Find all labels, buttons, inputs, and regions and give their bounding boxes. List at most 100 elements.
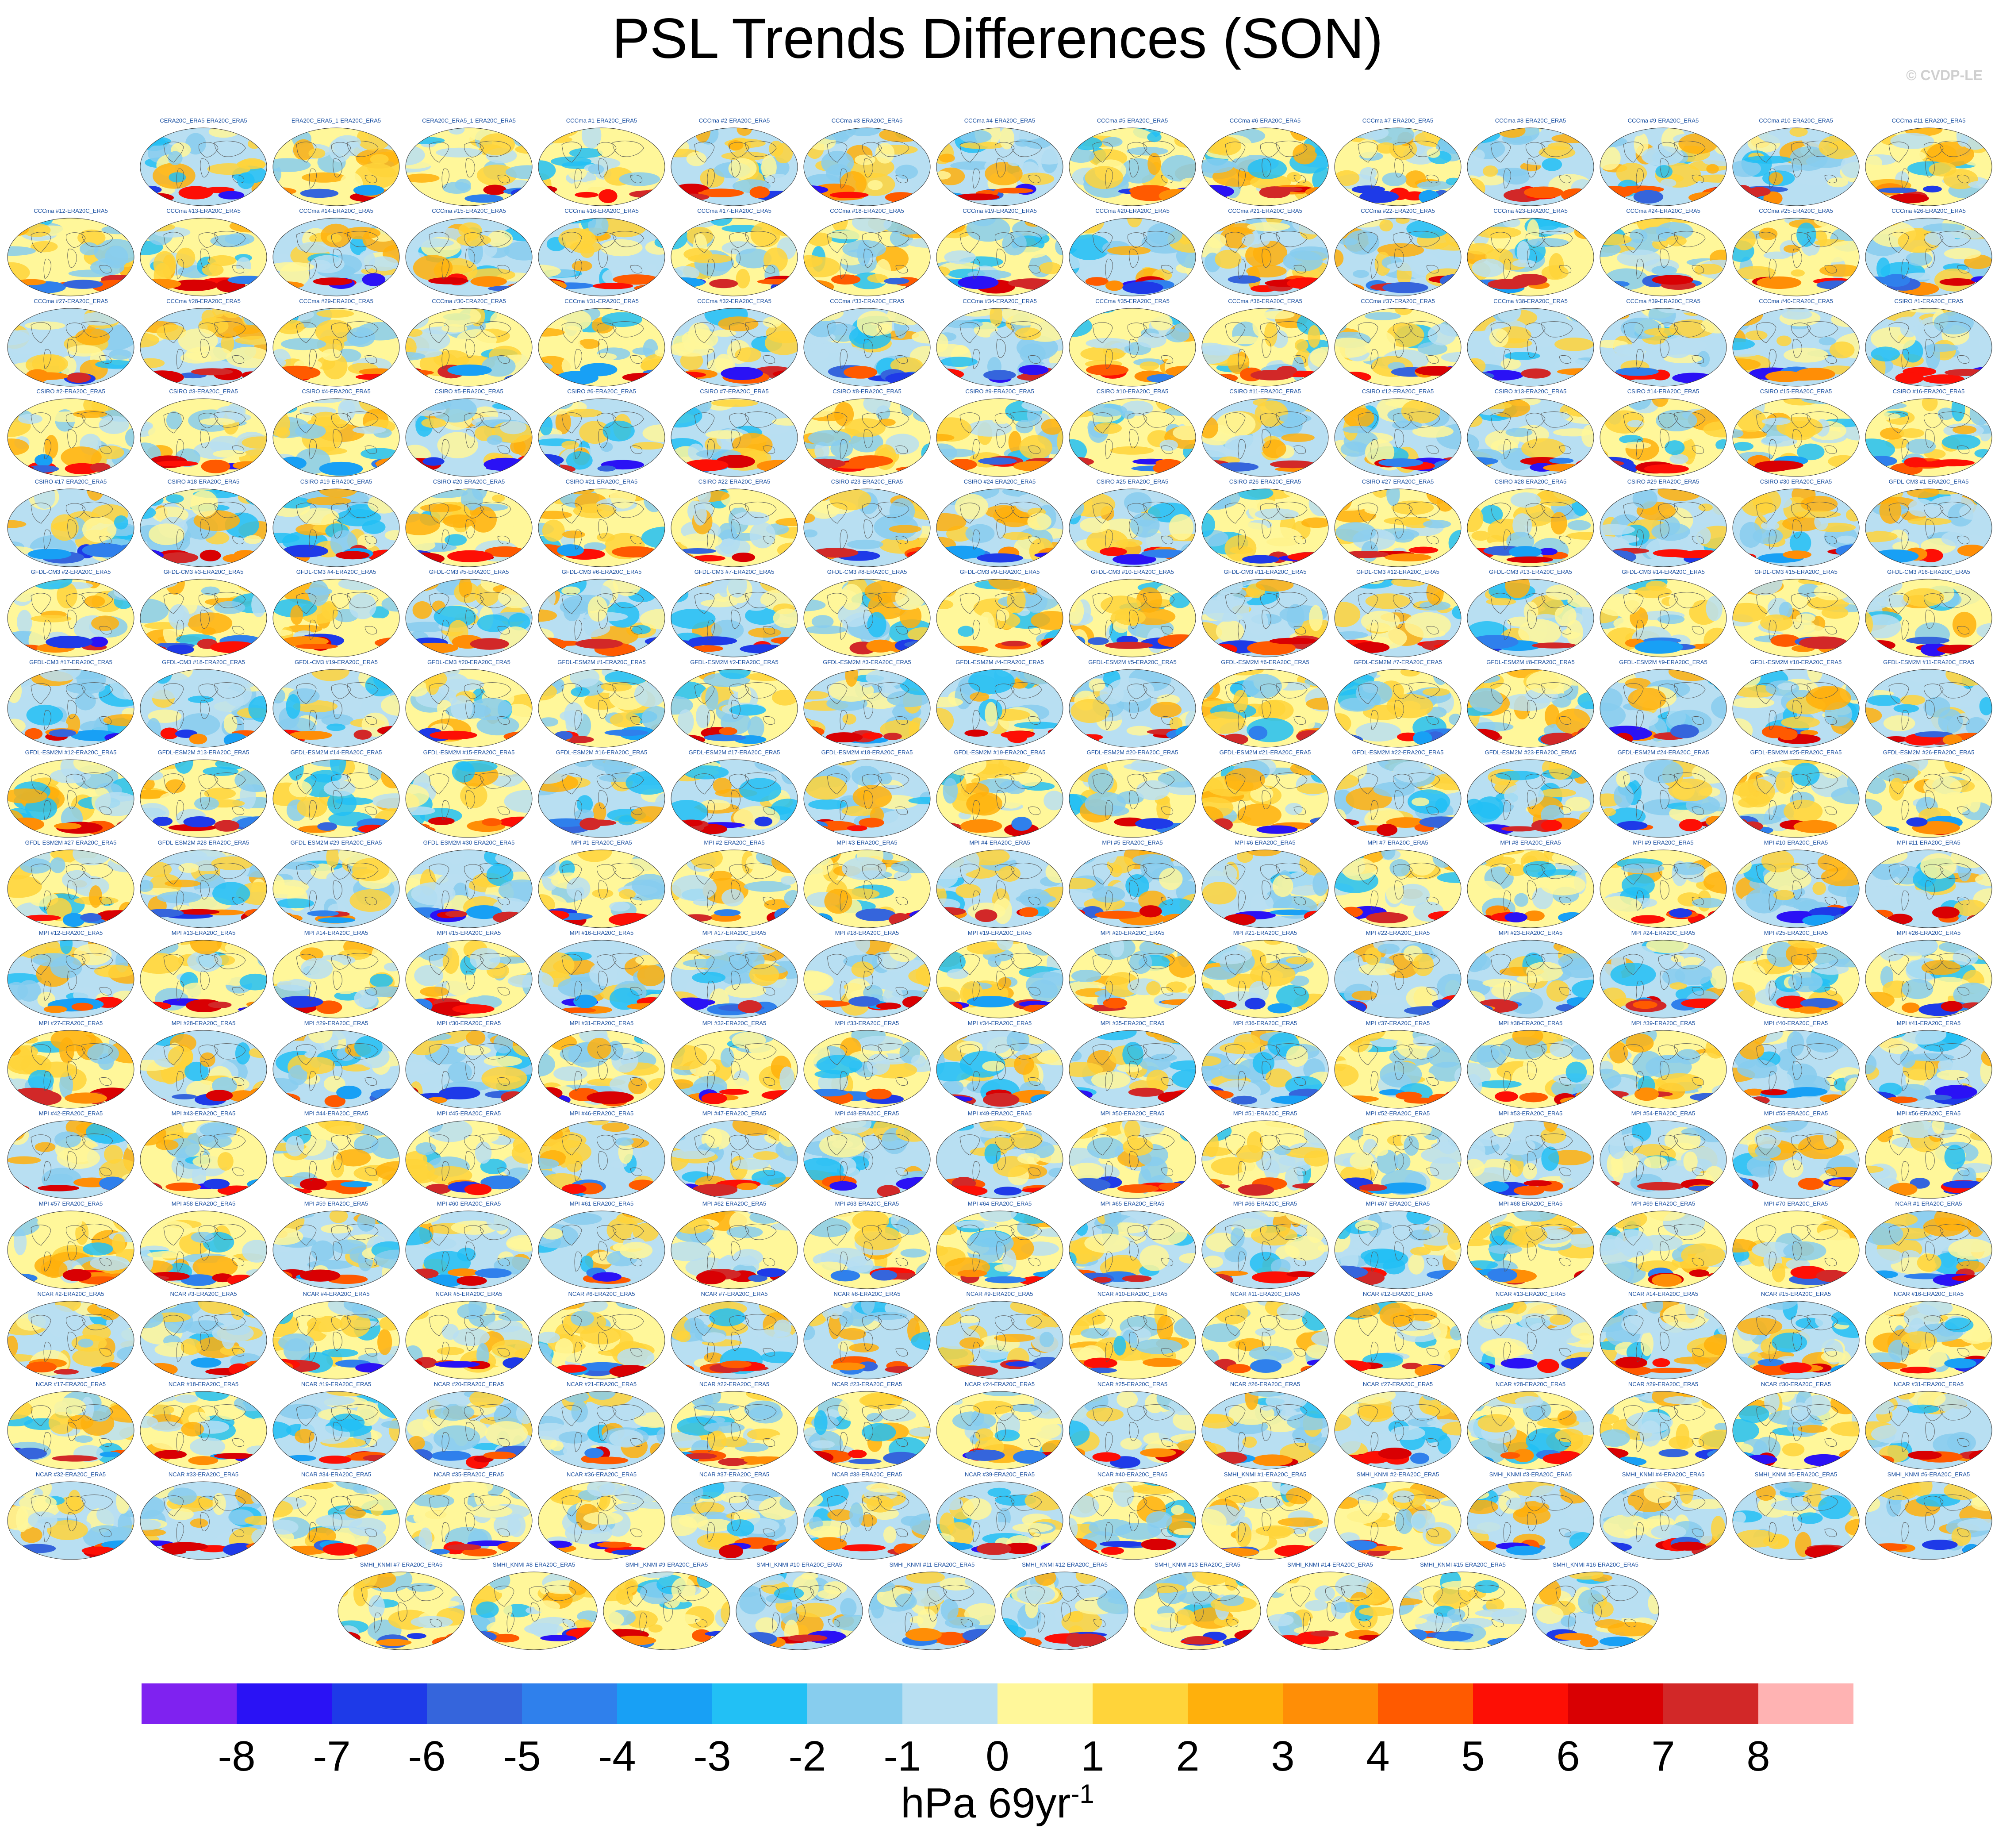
world-map xyxy=(803,669,931,748)
panel-title: GFDL-ESM2M #19-ERA20C_ERA5 xyxy=(954,749,1046,756)
panel-title: MPI #62-ERA20C_ERA5 xyxy=(702,1200,767,1207)
map-panel: GFDL-ESM2M #17-ERA20C_ERA5 xyxy=(670,749,798,838)
map-panel: CCCma #28-ERA20C_ERA5 xyxy=(139,298,268,387)
map-panel: CCCma #16-ERA20C_ERA5 xyxy=(537,207,666,297)
world-map xyxy=(671,579,798,657)
panel-title: MPI #6-ERA20C_ERA5 xyxy=(1235,839,1296,846)
panel-title: CSIRO #15-ERA20C_ERA5 xyxy=(1760,388,1832,395)
map-panel: GFDL-ESM2M #25-ERA20C_ERA5 xyxy=(1732,749,1860,838)
map-panel: CCCma #34-ERA20C_ERA5 xyxy=(936,298,1064,387)
colorbar-tick-label: 6 xyxy=(1556,1733,1580,1780)
panel-title: CCCma #33-ERA20C_ERA5 xyxy=(830,298,904,304)
map-panel: CCCma #6-ERA20C_ERA5 xyxy=(1201,117,1329,207)
map-panel: NCAR #11-ERA20C_ERA5 xyxy=(1201,1291,1329,1380)
panel-title: GFDL-ESM2M #29-ERA20C_ERA5 xyxy=(290,839,382,846)
world-map xyxy=(936,1481,1063,1560)
panel-title: GFDL-CM3 #10-ERA20C_ERA5 xyxy=(1091,569,1174,575)
world-map xyxy=(1600,759,1727,838)
world-map xyxy=(1467,1391,1594,1470)
map-panel: GFDL-CM3 #13-ERA20C_ERA5 xyxy=(1466,569,1595,658)
world-map xyxy=(1069,1030,1196,1109)
panel-title: CSIRO #18-ERA20C_ERA5 xyxy=(167,478,240,485)
map-panel: GFDL-ESM2M #22-ERA20C_ERA5 xyxy=(1334,749,1462,838)
panel-title: CSIRO #29-ERA20C_ERA5 xyxy=(1627,478,1700,485)
panel-title: GFDL-ESM2M #16-ERA20C_ERA5 xyxy=(556,749,648,756)
panel-title: MPI #3-ERA20C_ERA5 xyxy=(836,839,898,846)
world-map xyxy=(1069,488,1196,567)
panel-title: CSIRO #19-ERA20C_ERA5 xyxy=(300,478,372,485)
map-panel: NCAR #20-ERA20C_ERA5 xyxy=(405,1381,533,1470)
panel-title: NCAR #21-ERA20C_ERA5 xyxy=(566,1381,637,1387)
world-map xyxy=(1600,940,1727,1018)
map-panel: SMHI_KNMI #7-ERA20C_ERA5 xyxy=(337,1561,465,1651)
map-panel: MPI #32-ERA20C_ERA5 xyxy=(670,1020,798,1109)
world-map xyxy=(405,759,533,838)
world-map xyxy=(1069,1120,1196,1199)
map-panel: MPI #3-ERA20C_ERA5 xyxy=(803,839,931,929)
world-map xyxy=(1732,940,1860,1018)
world-map xyxy=(1334,1210,1462,1289)
world-map xyxy=(868,1571,996,1650)
map-panel: MPI #53-ERA20C_ERA5 xyxy=(1466,1110,1595,1199)
world-map xyxy=(936,1030,1063,1109)
world-map xyxy=(538,1030,665,1109)
colorbar-tick-label: 3 xyxy=(1271,1733,1295,1780)
map-panel: NCAR #17-ERA20C_ERA5 xyxy=(7,1381,135,1470)
world-map xyxy=(470,1571,598,1650)
panel-title: MPI #42-ERA20C_ERA5 xyxy=(38,1110,103,1117)
world-map xyxy=(7,759,134,838)
world-map xyxy=(1865,218,1992,296)
world-map xyxy=(1069,1391,1196,1470)
world-map xyxy=(1334,940,1462,1018)
panel-title: CCCma #40-ERA20C_ERA5 xyxy=(1759,298,1833,304)
world-map xyxy=(1201,579,1329,657)
panel-title: MPI #17-ERA20C_ERA5 xyxy=(702,930,767,936)
map-panel: GFDL-ESM2M #29-ERA20C_ERA5 xyxy=(272,839,400,929)
panel-title: CCCma #22-ERA20C_ERA5 xyxy=(1361,207,1435,214)
panel-title: MPI #38-ERA20C_ERA5 xyxy=(1498,1020,1563,1026)
panel-title: CCCma #4-ERA20C_ERA5 xyxy=(964,117,1036,124)
map-panel: GFDL-ESM2M #30-ERA20C_ERA5 xyxy=(405,839,533,929)
map-panel: CCCma #17-ERA20C_ERA5 xyxy=(670,207,798,297)
panel-title: MPI #2-ERA20C_ERA5 xyxy=(704,839,765,846)
map-panel: CCCma #39-ERA20C_ERA5 xyxy=(1599,298,1727,387)
world-map xyxy=(272,940,400,1018)
map-panel: CSIRO #6-ERA20C_ERA5 xyxy=(537,388,666,477)
world-map xyxy=(736,1571,863,1650)
map-panel: CCCma #7-ERA20C_ERA5 xyxy=(1334,117,1462,207)
colorbar-swatch xyxy=(1093,1683,1188,1724)
map-panel: MPI #18-ERA20C_ERA5 xyxy=(803,930,931,1019)
world-map xyxy=(1201,1030,1329,1109)
panel-title: NCAR #15-ERA20C_ERA5 xyxy=(1761,1291,1831,1297)
world-map xyxy=(1865,579,1992,657)
colorbar-swatch xyxy=(1758,1683,1853,1724)
map-panel: ERA20C_ERA5_1-ERA20C_ERA5 xyxy=(272,117,400,207)
world-map xyxy=(1865,1120,1992,1199)
panel-title: MPI #43-ERA20C_ERA5 xyxy=(171,1110,236,1117)
world-map xyxy=(1865,759,1992,838)
map-panel: CCCma #1-ERA20C_ERA5 xyxy=(537,117,666,207)
map-panel: MPI #43-ERA20C_ERA5 xyxy=(139,1110,268,1199)
map-panel: GFDL-ESM2M #1-ERA20C_ERA5 xyxy=(537,659,666,748)
units-exponent: -1 xyxy=(1070,1779,1094,1809)
map-panel: GFDL-ESM2M #3-ERA20C_ERA5 xyxy=(803,659,931,748)
panel-title: CSIRO #24-ERA20C_ERA5 xyxy=(963,478,1036,485)
colorbar-tick-label: 2 xyxy=(1176,1733,1200,1780)
colorbar-tick-label: -7 xyxy=(313,1733,351,1780)
world-map xyxy=(1865,308,1992,387)
panel-title: GFDL-CM3 #6-ERA20C_ERA5 xyxy=(561,569,642,575)
map-panel: GFDL-CM3 #16-ERA20C_ERA5 xyxy=(1865,569,1993,658)
panel-title: CSIRO #6-ERA20C_ERA5 xyxy=(567,388,636,395)
world-map xyxy=(1201,1210,1329,1289)
panel-title: CCCma #34-ERA20C_ERA5 xyxy=(963,298,1037,304)
panel-title: MPI #70-ERA20C_ERA5 xyxy=(1764,1200,1828,1207)
panel-title: CCCma #17-ERA20C_ERA5 xyxy=(697,207,771,214)
map-panel: MPI #19-ERA20C_ERA5 xyxy=(936,930,1064,1019)
world-map xyxy=(140,940,267,1018)
world-map xyxy=(538,849,665,928)
world-map xyxy=(1467,218,1594,296)
panel-title: GFDL-ESM2M #2-ERA20C_ERA5 xyxy=(690,659,779,665)
world-map xyxy=(803,308,931,387)
panel-title: NCAR #4-ERA20C_ERA5 xyxy=(303,1291,370,1297)
map-panel: MPI #17-ERA20C_ERA5 xyxy=(670,930,798,1019)
